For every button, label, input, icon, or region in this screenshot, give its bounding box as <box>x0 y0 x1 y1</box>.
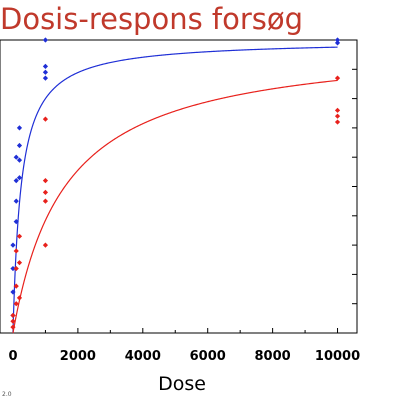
data-point <box>13 301 19 307</box>
x-tick-labels: 0 2000 4000 6000 8000 10000 <box>8 349 360 364</box>
data-point <box>16 260 23 266</box>
data-point <box>13 248 19 254</box>
x-tick-label: 2000 <box>60 349 96 364</box>
data-point <box>42 178 49 184</box>
data-point <box>13 265 19 272</box>
data-point <box>13 219 19 225</box>
data-point <box>13 283 19 289</box>
data-point <box>334 37 341 43</box>
data-point <box>334 75 341 81</box>
data-point <box>42 63 49 69</box>
fitted-curves <box>12 46 338 334</box>
data-point <box>42 242 49 248</box>
data-point <box>42 37 49 43</box>
fitted-curve <box>12 46 338 333</box>
data-point <box>334 119 341 125</box>
footer-version-text: 2.0 <box>2 391 12 398</box>
data-points <box>10 37 341 330</box>
data-point <box>42 198 49 204</box>
data-point <box>16 233 23 239</box>
data-point <box>42 69 49 75</box>
data-point <box>13 178 19 184</box>
x-axis-ticks <box>12 328 339 333</box>
data-point <box>16 295 23 301</box>
data-point <box>16 175 23 181</box>
data-point <box>42 189 49 195</box>
x-tick-label: 6000 <box>190 349 226 364</box>
chart-title: Dosis-respons forsøg <box>0 2 304 36</box>
data-point <box>16 125 23 131</box>
data-point <box>16 157 23 163</box>
x-tick-label: 8000 <box>255 349 291 364</box>
x-tick-label: 4000 <box>125 349 161 364</box>
data-point <box>334 40 341 46</box>
data-point <box>42 75 49 81</box>
data-point <box>10 242 16 248</box>
x-tick-label: 0 <box>8 349 17 364</box>
data-point <box>16 142 23 149</box>
x-axis-label: Dose <box>158 373 206 395</box>
data-point <box>10 312 16 319</box>
plot-area <box>0 39 358 334</box>
fitted-curve <box>12 79 338 334</box>
y-axis-ticks <box>352 39 357 334</box>
x-tick-label: 10000 <box>315 349 360 364</box>
data-point <box>42 116 49 122</box>
data-point <box>334 113 341 119</box>
data-point <box>10 289 16 295</box>
data-point <box>10 324 16 330</box>
data-point <box>334 107 341 113</box>
data-point <box>10 265 16 272</box>
data-point <box>10 318 16 324</box>
data-point <box>13 198 19 204</box>
data-point <box>13 154 19 160</box>
